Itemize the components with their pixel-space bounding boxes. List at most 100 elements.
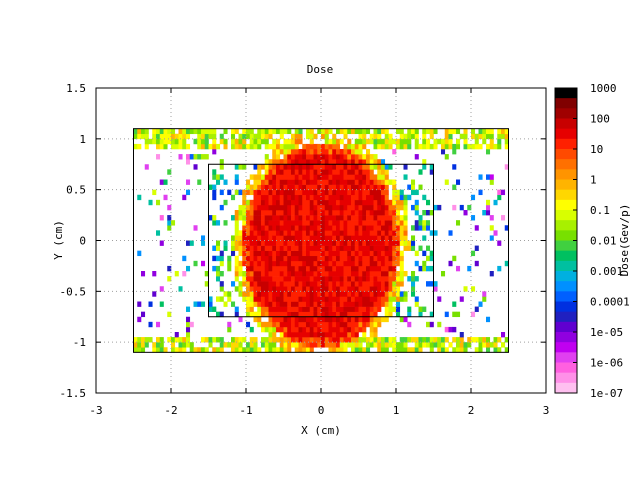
heatmap-cell (291, 276, 296, 282)
heatmap-cell (429, 133, 434, 140)
heatmap-cell (197, 301, 202, 307)
heatmap-cell (332, 250, 337, 257)
heatmap-cell (291, 281, 296, 287)
heatmap-cell (313, 321, 318, 328)
heatmap-cell (264, 199, 269, 206)
heatmap-cell (287, 281, 292, 287)
heatmap-cell (152, 133, 157, 140)
heatmap-cell (324, 204, 329, 211)
heatmap-cell (264, 189, 269, 196)
heatmap-cell (456, 220, 461, 226)
heatmap-cell (306, 149, 311, 155)
heatmap-cell (426, 281, 431, 287)
heatmap-cell (392, 225, 397, 231)
heatmap-cell (317, 326, 322, 333)
heatmap-cell (148, 301, 153, 307)
heatmap-cell (354, 321, 359, 328)
heatmap-cell (249, 255, 254, 262)
heatmap-cell (317, 154, 322, 160)
heatmap-cell (377, 306, 382, 312)
heatmap-cell (339, 169, 344, 175)
heatmap-cell (384, 276, 389, 282)
heatmap-cell (426, 128, 431, 135)
heatmap-cell (369, 250, 374, 257)
heatmap-cell (167, 311, 172, 318)
heatmap-cell (339, 240, 344, 246)
heatmap-cell (261, 174, 266, 180)
heatmap-cell (238, 281, 243, 287)
heatmap-cell (272, 128, 277, 135)
heatmap-cell (283, 286, 288, 292)
heatmap-cell (186, 240, 191, 246)
heatmap-cell (414, 138, 419, 145)
heatmap-cell (444, 311, 449, 318)
heatmap-cell (313, 199, 318, 206)
heatmap-cell (403, 204, 408, 211)
heatmap-cell (347, 276, 352, 282)
heatmap-cell (354, 220, 359, 226)
heatmap-cell (366, 255, 371, 262)
heatmap-cell (227, 342, 232, 348)
heatmap-cell (264, 204, 269, 211)
heatmap-cell (294, 154, 299, 160)
heatmap-cell (264, 154, 269, 160)
heatmap-cell (201, 235, 206, 241)
heatmap-cell (362, 281, 367, 287)
heatmap-cell (324, 215, 329, 221)
heatmap-cell (302, 225, 307, 231)
heatmap-cell (264, 321, 269, 328)
heatmap-cell (313, 332, 318, 338)
heatmap-cell (298, 199, 303, 206)
heatmap-cell (148, 138, 153, 145)
heatmap-cell (403, 235, 408, 241)
heatmap-cell (212, 265, 217, 272)
heatmap-cell (171, 342, 176, 348)
heatmap-cell (287, 230, 292, 236)
heatmap-cell (396, 138, 401, 145)
heatmap-cell (298, 316, 303, 323)
heatmap-cell (268, 184, 273, 190)
heatmap-cell (264, 194, 269, 201)
heatmap-cell (298, 128, 303, 135)
colorbar-swatch (555, 128, 577, 140)
heatmap-cell (366, 204, 371, 211)
heatmap-cell (336, 255, 341, 262)
heatmap-cell (257, 286, 262, 292)
heatmap-cell (193, 164, 198, 170)
heatmap-cell (347, 159, 352, 165)
heatmap-cell (287, 154, 292, 160)
heatmap-cell (144, 133, 149, 140)
heatmap-cell (336, 194, 341, 201)
colorbar-swatch (555, 138, 577, 150)
heatmap-cell (429, 255, 434, 262)
heatmap-cell (219, 342, 224, 348)
heatmap-cell (141, 342, 146, 348)
heatmap-cell (242, 291, 247, 297)
heatmap-cell (246, 281, 251, 287)
heatmap-cell (339, 235, 344, 241)
x-tick-label: -1 (239, 404, 252, 417)
heatmap-cell (276, 204, 281, 211)
heatmap-cell (354, 316, 359, 323)
heatmap-cell (347, 184, 352, 190)
heatmap-cell (204, 281, 209, 287)
colorbar-tick-label: 1e-06 (590, 357, 623, 370)
heatmap-cell (309, 149, 314, 155)
heatmap-cell (366, 138, 371, 145)
heatmap-cell (298, 204, 303, 211)
heatmap-cell (133, 143, 138, 150)
heatmap-cell (351, 199, 356, 206)
heatmap-cell (362, 276, 367, 282)
heatmap-cell (313, 230, 318, 236)
heatmap-cell (268, 337, 273, 343)
heatmap-cell (306, 306, 311, 312)
heatmap-cell (223, 220, 228, 226)
heatmap-cell (392, 296, 397, 302)
heatmap-cell (366, 306, 371, 312)
heatmap-cell (388, 260, 393, 267)
heatmap-cell (328, 321, 333, 328)
heatmap-cell (313, 194, 318, 201)
heatmap-cell (317, 225, 322, 231)
heatmap-cell (351, 159, 356, 165)
heatmap-cell (287, 276, 292, 282)
